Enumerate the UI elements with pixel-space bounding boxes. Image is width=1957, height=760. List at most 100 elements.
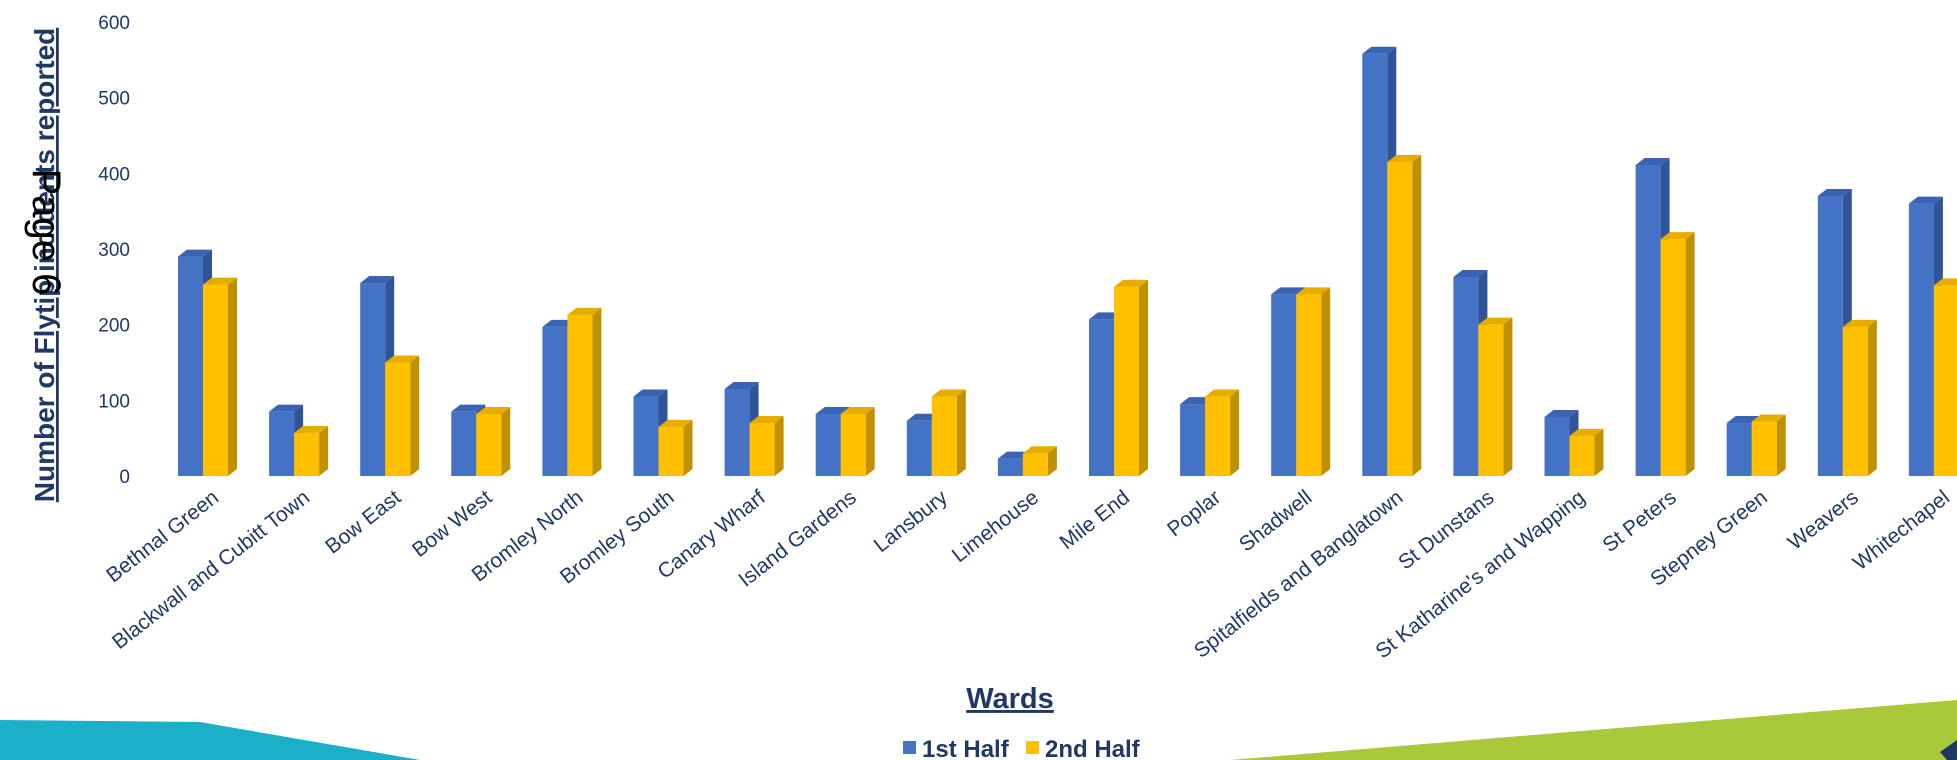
bar-2nd-half [931,389,966,476]
bar-face [815,413,841,476]
bar-face [658,426,684,476]
bar-1st-half [269,404,304,476]
bar-face [542,326,568,476]
bar-face [749,423,775,476]
bar-top [1362,46,1397,54]
bar-face [1726,423,1752,476]
bar-face [360,283,386,476]
bar-side [1412,154,1422,476]
bar-side [1321,287,1331,476]
bar-2nd-half [203,277,237,476]
bar-face [1089,319,1114,476]
bar-face [1362,53,1388,476]
green-banner [1230,700,1957,760]
bar-top [1387,154,1422,162]
legend-label-2nd-half: 2nd Half [1045,736,1141,760]
x-category-label: Bow East [321,486,405,559]
bar-top [360,276,395,284]
bar-face [633,396,659,476]
bar-2nd-half [1296,287,1331,476]
bar-top [1478,317,1513,325]
bar-side [1776,414,1786,476]
bar-face [1569,435,1595,476]
bar-face [1842,326,1868,476]
bar-face [1114,286,1139,476]
bar-2nd-half [1660,232,1695,476]
bar-side [956,389,966,476]
corner-diamond [1940,740,1957,760]
bar-face [1933,285,1957,476]
bar-face [294,432,320,476]
bar-top [1635,158,1670,166]
bar-face [931,396,957,476]
bar-2nd-half [1478,317,1513,476]
bar-2nd-half [1751,414,1786,476]
bar-face [1544,416,1570,476]
x-category-label: Lansbury [870,486,953,558]
bar-top [476,406,511,414]
page-number-label: Page 6 [24,169,68,296]
bar-2nd-half [658,419,693,476]
bar-2nd-half [1842,319,1877,476]
y-tick-label: 100 [98,391,130,412]
bar-2nd-half [385,355,420,476]
bar-2nd-half [1022,446,1057,476]
bar-top [724,381,759,389]
bar-side [501,406,511,476]
bar-side [1503,317,1513,476]
bar-face [724,388,750,476]
bar-top [1022,446,1057,454]
bar-top [203,277,237,285]
bar-face [269,411,295,476]
bar-2nd-half [567,307,602,476]
bar-2nd-half [1569,428,1604,476]
bar-side [865,406,875,476]
bar-top [451,404,486,412]
bar-series [178,46,1957,477]
bar-top [1933,278,1957,286]
bar-face [1660,239,1686,476]
bar-top [1842,319,1877,327]
bar-top [1544,409,1579,417]
y-tick-label: 0 [119,467,130,488]
bar-side [592,307,602,476]
bar-face [1453,276,1479,476]
bar-2nd-half [1114,279,1148,476]
bar-2nd-half [1205,389,1240,476]
bar-top [385,355,420,363]
bar-2nd-half [1387,154,1422,476]
bar-top [567,307,602,315]
bar-2nd-half [749,416,784,476]
y-tick-label: 400 [98,164,130,185]
bar-face [997,458,1023,476]
x-category-label: St Peters [1598,486,1680,557]
bar-face [203,284,228,476]
bar-face [1908,203,1934,476]
bar-side [228,277,237,476]
bar-face [178,256,203,476]
bar-top [1296,287,1331,295]
bar-top [633,389,668,397]
y-axis-label: Number of Flytip incidents reported [29,28,60,502]
x-category-label: Shadwell [1235,486,1316,557]
bar-top [815,406,850,414]
bar-side [774,416,784,476]
bar-top [1908,196,1943,204]
bar-top [1453,269,1488,277]
x-category-label: Poplar [1163,486,1225,542]
bar-face [840,413,866,476]
bar-side [410,355,420,476]
bar-top [1660,232,1695,240]
bar-2nd-half [840,406,875,476]
bar-top [931,389,966,397]
bar-face [1296,294,1322,476]
bar-2nd-half [1933,278,1957,476]
legend-swatch-1st-half [903,741,916,754]
bar-top [749,416,784,424]
bar-face [451,411,477,476]
bar-face [1205,396,1231,476]
y-axis-ticks: 0 100 200 300 400 500 600 [98,13,130,488]
bar-side [1139,279,1148,476]
bar-face [1271,294,1297,476]
bar-face [1387,161,1413,476]
